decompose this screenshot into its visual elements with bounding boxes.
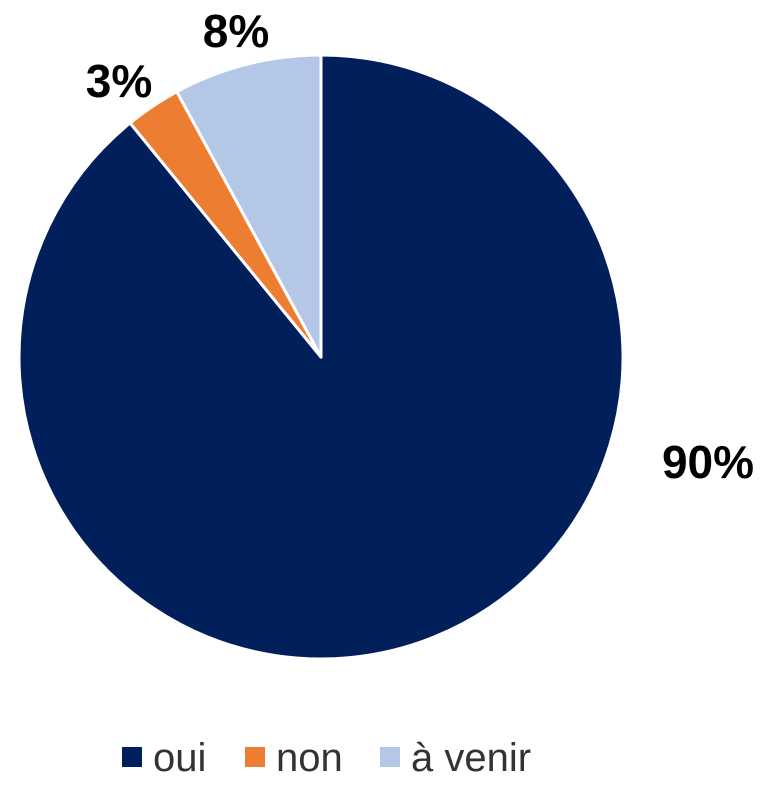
legend-swatch-non	[245, 747, 265, 767]
legend: oui non à venir	[122, 736, 531, 780]
data-label-oui: 90%	[662, 436, 754, 488]
legend-swatch--venir	[380, 747, 400, 767]
legend-label--venir: à venir	[411, 736, 531, 780]
pie-slice--venir	[175, 53, 323, 359]
legend-item-oui: oui	[122, 736, 206, 780]
pie-slices	[17, 53, 625, 661]
legend-item-non: non	[245, 736, 343, 780]
legend-label-non: non	[276, 736, 343, 780]
legend-item--venir: à venir	[380, 736, 531, 780]
legend-label-oui: oui	[153, 736, 206, 780]
data-label--venir: 8%	[203, 5, 269, 57]
data-label-non: 3%	[86, 55, 152, 107]
legend-swatch-oui	[122, 747, 142, 767]
data-labels: 90% 3% 8%	[86, 5, 754, 488]
